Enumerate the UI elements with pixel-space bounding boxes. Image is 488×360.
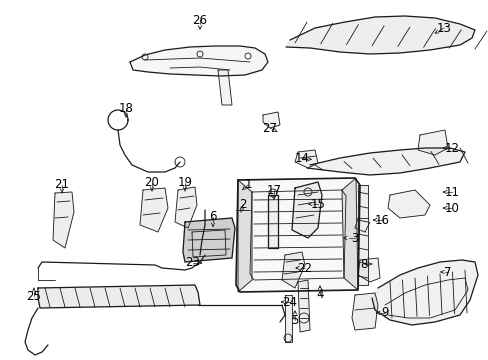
Polygon shape: [285, 295, 291, 342]
Text: 3: 3: [350, 231, 358, 244]
Polygon shape: [183, 218, 235, 262]
Polygon shape: [387, 190, 429, 218]
Text: 1: 1: [244, 179, 251, 192]
Text: 16: 16: [374, 213, 389, 226]
Text: 6: 6: [209, 211, 216, 224]
Text: 26: 26: [192, 13, 207, 27]
Polygon shape: [218, 70, 231, 105]
Text: 21: 21: [54, 179, 69, 192]
Text: 8: 8: [360, 257, 367, 270]
Polygon shape: [291, 182, 321, 238]
Text: 19: 19: [177, 176, 192, 189]
Polygon shape: [351, 293, 377, 330]
Polygon shape: [263, 112, 280, 128]
Polygon shape: [417, 130, 447, 155]
Text: 17: 17: [266, 184, 281, 197]
Polygon shape: [357, 185, 367, 285]
Text: 9: 9: [381, 306, 388, 320]
Text: 20: 20: [144, 176, 159, 189]
Polygon shape: [236, 178, 359, 292]
Polygon shape: [297, 280, 309, 332]
Polygon shape: [357, 258, 379, 282]
Text: 5: 5: [291, 314, 298, 327]
Text: 15: 15: [310, 198, 325, 211]
Polygon shape: [267, 195, 278, 248]
Text: 13: 13: [436, 22, 450, 35]
Text: 24: 24: [282, 296, 297, 309]
Polygon shape: [285, 16, 474, 54]
Polygon shape: [306, 148, 464, 175]
Text: 4: 4: [316, 288, 323, 302]
Text: 22: 22: [297, 261, 312, 274]
Text: 23: 23: [185, 256, 200, 270]
Polygon shape: [341, 178, 357, 290]
Polygon shape: [175, 187, 197, 228]
Polygon shape: [294, 150, 317, 168]
Polygon shape: [282, 252, 305, 288]
Text: 14: 14: [294, 152, 309, 165]
Polygon shape: [130, 46, 267, 76]
Text: 11: 11: [444, 185, 459, 198]
Polygon shape: [53, 192, 74, 248]
Text: 18: 18: [118, 102, 133, 114]
Text: 12: 12: [444, 141, 459, 154]
Polygon shape: [238, 180, 251, 292]
Polygon shape: [38, 285, 200, 308]
Text: 7: 7: [443, 266, 451, 279]
Polygon shape: [371, 260, 477, 325]
Text: 10: 10: [444, 202, 459, 215]
Polygon shape: [140, 188, 168, 232]
Text: 2: 2: [239, 198, 246, 211]
Text: 25: 25: [26, 289, 41, 302]
Text: 27: 27: [262, 122, 277, 135]
